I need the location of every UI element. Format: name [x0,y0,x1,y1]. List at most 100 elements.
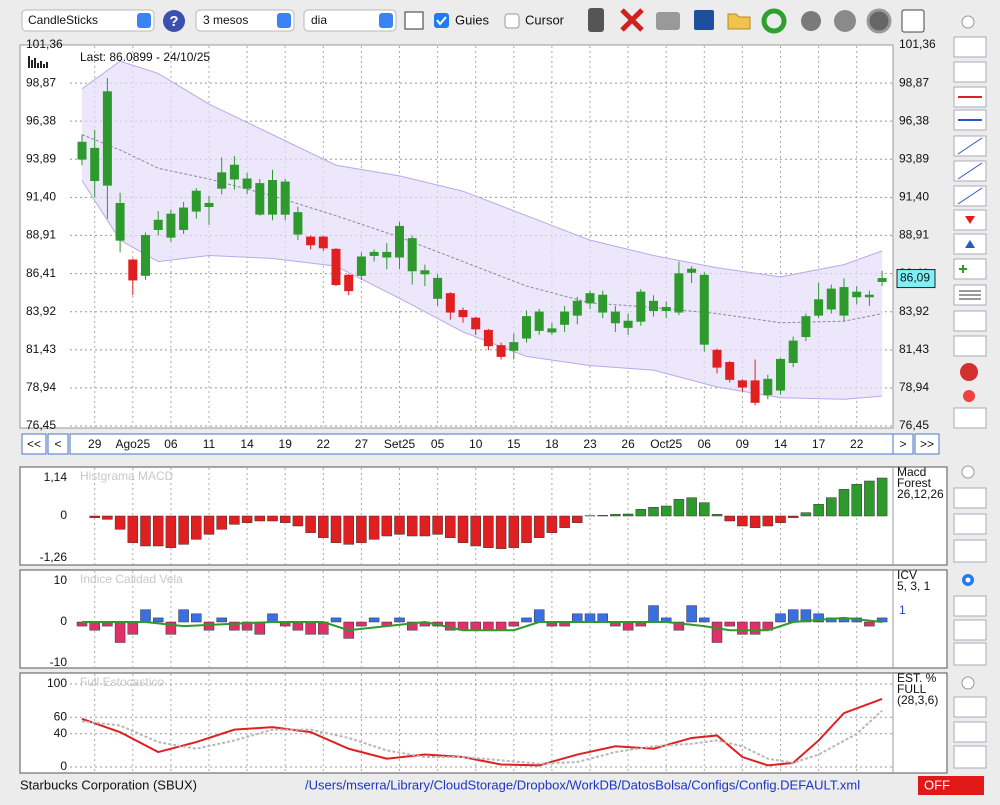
bar [90,622,100,630]
bar [649,606,659,622]
bar [433,516,443,534]
bar [369,618,379,622]
candle-body [421,271,429,274]
bar [826,498,836,516]
candle-body [840,288,848,316]
candle-body [878,279,886,282]
settings-icon[interactable] [868,10,890,32]
bar [496,622,506,630]
arrows-tool[interactable] [954,697,986,717]
bar [547,516,557,533]
swap-tool[interactable] [954,408,986,428]
bar [623,622,633,630]
bar [814,504,824,516]
x-tick-label: Set25 [384,437,416,451]
scale-tool[interactable] [954,336,986,356]
candle-body [738,381,746,387]
candle-body [497,346,505,357]
guides-checkbox[interactable] [434,13,449,28]
bar [649,507,659,516]
candle-body [192,191,200,211]
candle-body [789,341,797,362]
curve-tool[interactable] [954,643,986,665]
bar [471,516,481,546]
x-tick-label: 15 [507,437,521,451]
y-tick-label-right: 98,87 [899,75,929,89]
candle-body [319,237,327,248]
candle-body [446,294,454,312]
radio[interactable] [962,677,974,689]
bar [382,516,392,536]
lines-tool[interactable] [954,514,986,534]
select-arrow [277,13,291,28]
arrows-tool[interactable] [954,596,986,616]
bar [153,618,163,622]
candle-body [103,92,111,185]
bar [331,516,341,543]
arrows-tool[interactable] [954,488,986,508]
help-icon: ? [169,13,178,30]
cursor-checkbox[interactable] [505,14,519,28]
indicator-label: (28,3,6) [897,693,938,707]
bar [242,516,252,523]
lines-tool[interactable] [954,722,986,742]
y-tick-label: 76,45 [26,418,56,432]
candle-body [751,381,759,402]
candle-body [675,274,683,312]
config-path[interactable]: /Users/mserra/Library/CloudStorage/Dropb… [305,777,860,792]
x-tick-label: Ago25 [115,437,150,451]
bar [344,516,354,544]
candle-body [662,307,670,310]
state: OFF [924,777,950,792]
signals-tool[interactable] [954,259,986,279]
save-icon[interactable] [694,10,714,30]
radio[interactable] [962,466,974,478]
y-tick-label: 93,89 [26,151,56,165]
y-tick-label-right: 83,92 [899,304,929,318]
candle-body [548,329,556,332]
curve-tool[interactable] [954,746,986,768]
period: 3 mesos [203,13,248,27]
trash-icon[interactable] [588,8,604,32]
bar [712,622,722,643]
bar [217,618,227,622]
y-tick-label: 98,87 [26,75,56,89]
chart-title: Last: 86.0899 - 24/10/25 [80,50,210,64]
candle-body [345,275,353,290]
y-tick-label: 100 [47,676,67,690]
bar [458,516,468,543]
x-tick-label: 17 [812,437,826,451]
bar [306,622,316,634]
zoom-tool[interactable] [954,37,986,57]
y-tick-label: 0 [60,614,67,628]
lines-tool[interactable] [954,620,986,640]
candle-body [129,260,137,280]
currency-icon[interactable] [834,10,856,32]
bar [166,516,176,548]
bars-tool[interactable] [954,62,986,82]
guides-label: Guies [455,12,489,27]
y-tick-label: 88,91 [26,228,56,242]
candle-body [294,213,302,234]
x-tick-label: 18 [545,437,559,451]
delete-icon[interactable] [622,10,642,30]
calendar-icon[interactable] [902,10,924,32]
chart-icon[interactable] [405,12,423,29]
refresh-icon[interactable] [764,11,784,31]
x-tick-label: 14 [774,437,788,451]
bar [737,622,747,634]
bar [776,614,786,622]
open-icon[interactable] [728,14,750,29]
y-tick-label-right: 88,91 [899,228,929,242]
candle-body [256,184,264,215]
radio[interactable] [962,16,974,28]
stop-button[interactable] [960,363,978,381]
prev-label: < [54,437,61,451]
update-icon[interactable] [801,11,821,31]
print-icon[interactable] [656,12,680,30]
percent-tool[interactable] [954,311,986,331]
curve-tool[interactable] [954,540,986,562]
record-button[interactable] [963,390,975,402]
bar [471,622,481,630]
bar [141,516,151,546]
